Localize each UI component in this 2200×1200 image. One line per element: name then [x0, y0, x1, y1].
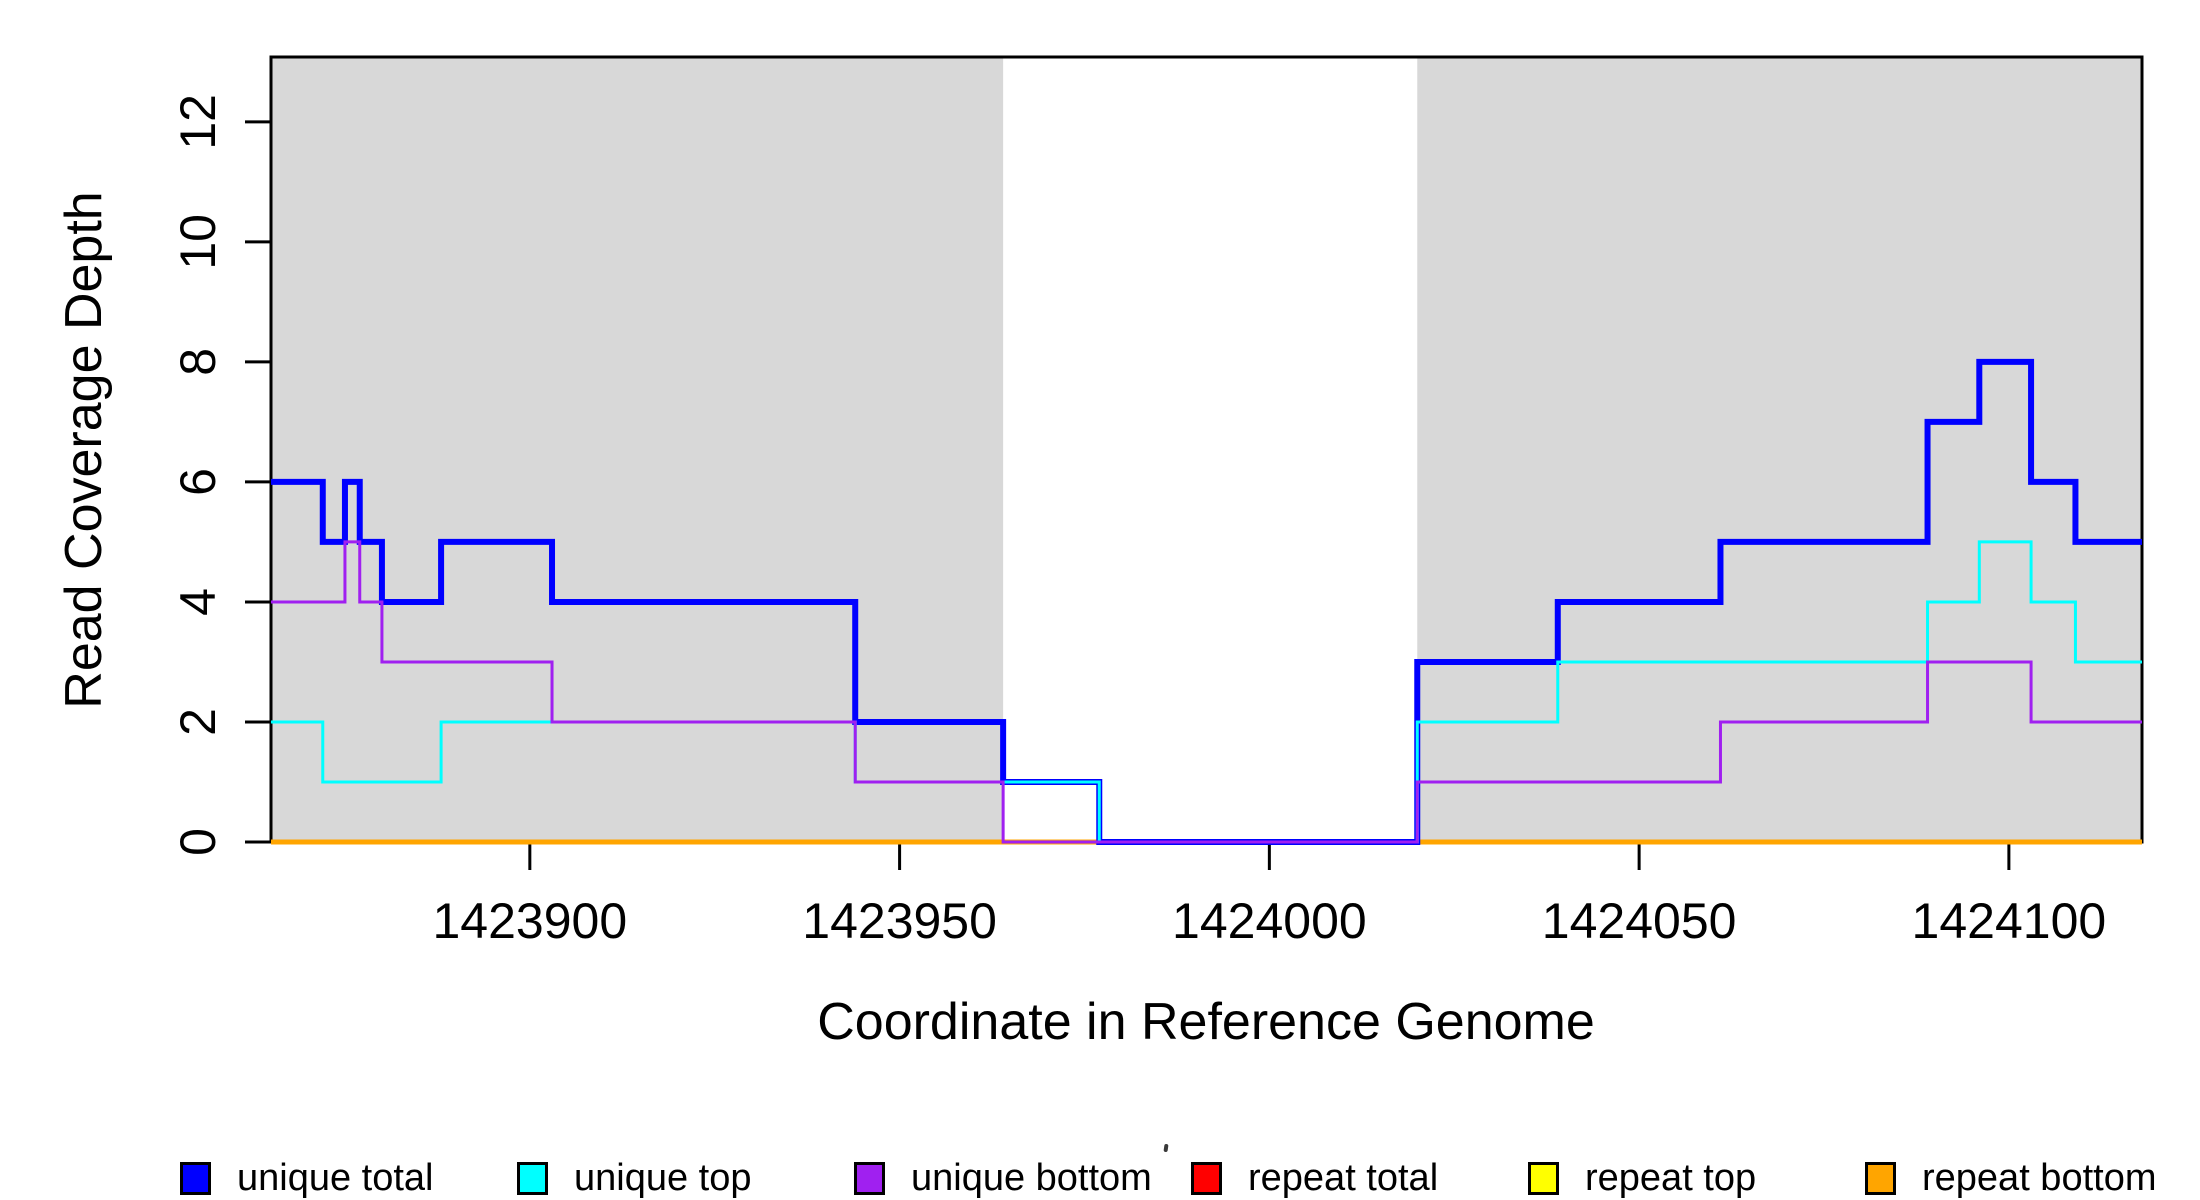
legend-item-repeat-bottom: repeat bottom [1865, 1156, 2157, 1199]
series-unique-top [271, 540, 2142, 844]
legend-label: unique total [237, 1156, 434, 1199]
series-group [271, 358, 2142, 845]
x-axis: 1423900 1423950 1424000 1424050 1424100 [433, 842, 2107, 949]
y-tick-label: 8 [170, 348, 226, 376]
y-tick-label: 0 [170, 828, 226, 856]
y-axis-title: Read Coverage Depth [55, 191, 113, 709]
y-tick-label: 10 [170, 214, 226, 270]
y-tick-label: 2 [170, 708, 226, 736]
legend-item-unique-top: unique top [517, 1156, 752, 1199]
y-tick-label: 6 [170, 468, 226, 496]
legend-item-repeat-total: repeat total [1191, 1156, 1439, 1199]
y-axis: 0 2 4 6 8 10 12 [170, 94, 271, 856]
legend-swatch-repeat-top [1528, 1161, 1559, 1195]
x-tick-label: 1423900 [433, 893, 628, 949]
legend-label: unique top [574, 1156, 752, 1199]
legend-label: repeat top [1585, 1156, 1757, 1199]
legend-swatch-unique-total [180, 1161, 211, 1195]
legend-label: repeat bottom [1922, 1156, 2157, 1199]
x-tick-label: 1424000 [1172, 893, 1367, 949]
series-unique-bottom [271, 540, 2142, 844]
legend-label: repeat total [1248, 1156, 1439, 1199]
y-tick-label: 12 [170, 94, 226, 150]
x-axis-title: Coordinate in Reference Genome [817, 993, 1595, 1051]
right-gray-region [1417, 57, 2142, 842]
legend-swatch-unique-bottom [854, 1161, 885, 1195]
y-tick-label: 4 [170, 588, 226, 616]
x-tick-label: 1424050 [1542, 893, 1737, 949]
legend-item-repeat-top: repeat top [1528, 1156, 1757, 1199]
legend-swatch-repeat-bottom [1865, 1161, 1896, 1195]
x-tick-label: 1424100 [1912, 893, 2107, 949]
left-gray-region [271, 57, 1004, 842]
legend-swatch-repeat-total [1191, 1161, 1222, 1195]
shaded-regions [271, 57, 2142, 842]
x-tick-label: 1423950 [802, 893, 997, 949]
legend-item-unique-total: unique total [180, 1156, 434, 1199]
legend-item-unique-bottom: unique bottom [854, 1156, 1152, 1199]
legend-label: unique bottom [911, 1156, 1152, 1199]
legend-swatch-unique-top [517, 1161, 548, 1195]
